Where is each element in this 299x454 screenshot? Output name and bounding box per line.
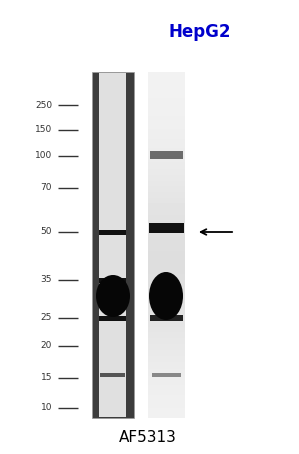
- Bar: [99, 278, 126, 283]
- Text: 20: 20: [41, 341, 52, 350]
- Ellipse shape: [96, 275, 130, 317]
- Bar: [150, 315, 183, 321]
- Bar: [152, 373, 181, 377]
- Ellipse shape: [149, 272, 183, 320]
- Text: AF5313: AF5313: [119, 430, 177, 445]
- Bar: [149, 223, 184, 233]
- Bar: [99, 230, 126, 235]
- Text: 150: 150: [35, 125, 52, 134]
- Bar: [99, 316, 126, 321]
- Bar: [92, 72, 134, 418]
- Text: 70: 70: [40, 183, 52, 192]
- Bar: [99, 73, 126, 417]
- Text: 250: 250: [35, 100, 52, 109]
- Text: 35: 35: [40, 276, 52, 285]
- Text: 100: 100: [35, 152, 52, 161]
- Text: 10: 10: [40, 404, 52, 413]
- Bar: [150, 151, 183, 159]
- Text: HepG2: HepG2: [169, 23, 231, 41]
- Text: 15: 15: [40, 374, 52, 383]
- Text: 25: 25: [41, 314, 52, 322]
- Bar: [100, 373, 125, 377]
- Text: 50: 50: [40, 227, 52, 237]
